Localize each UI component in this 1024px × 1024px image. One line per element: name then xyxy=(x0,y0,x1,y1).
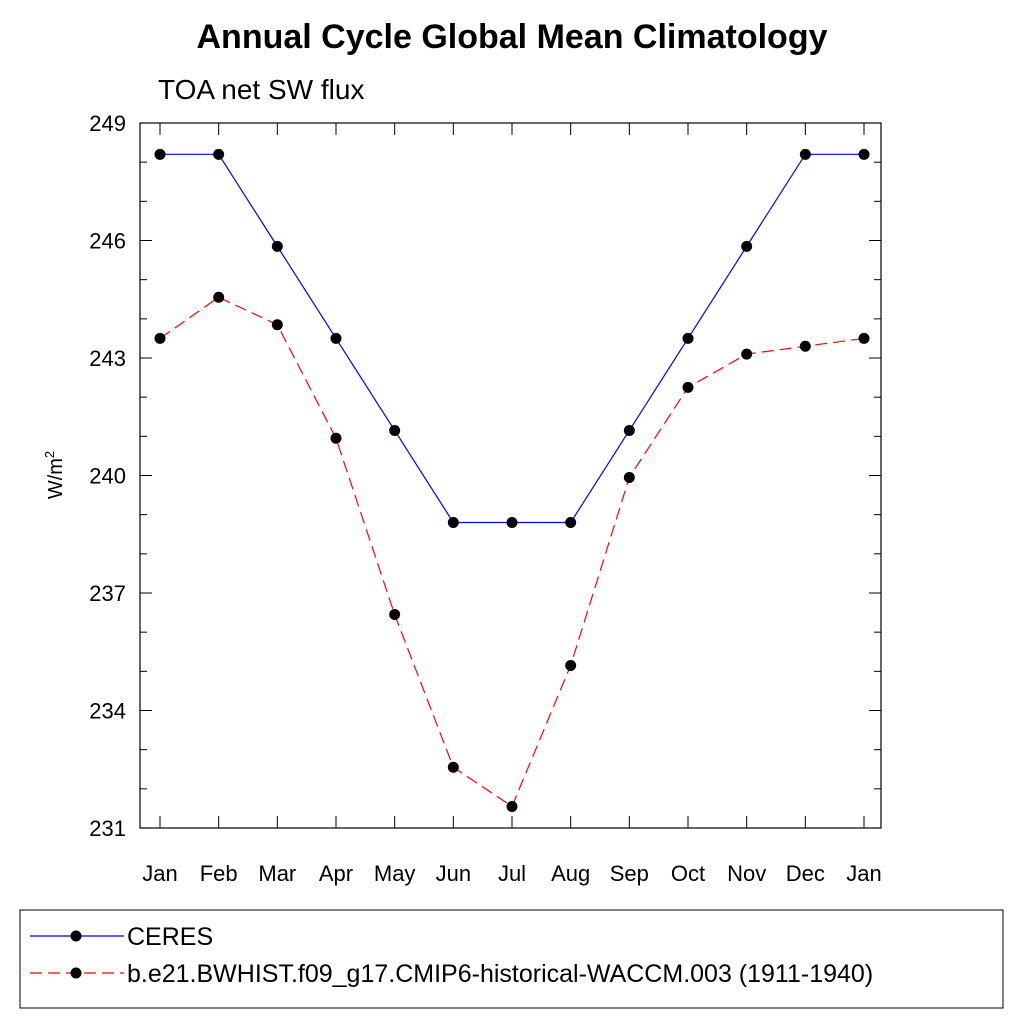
series-2 xyxy=(154,291,870,812)
legend-marker xyxy=(70,967,82,979)
data-point xyxy=(330,432,342,444)
x-tick-label: Jul xyxy=(498,861,526,886)
data-point xyxy=(799,340,811,352)
chart-subtitle: TOA net SW flux xyxy=(158,74,364,105)
series-1 xyxy=(154,148,870,528)
legend-label: b.e21.BWHIST.f09_g17.CMIP6-historical-WA… xyxy=(127,960,873,988)
data-point xyxy=(799,148,811,160)
y-tick-label: 231 xyxy=(89,816,126,841)
x-tick-label: Sep xyxy=(610,861,649,886)
data-point xyxy=(506,517,518,528)
data-point xyxy=(213,291,225,303)
y-axis-ticks: 249 246 243 240 237 234 231 xyxy=(89,111,881,841)
x-tick-label: Jan xyxy=(142,861,177,886)
y-axis-label-exponent: 2 xyxy=(42,451,57,458)
x-tick-label: Oct xyxy=(671,861,705,886)
legend-box xyxy=(19,909,1004,1009)
x-tick-label: Feb xyxy=(200,861,238,886)
series-line xyxy=(160,153,864,524)
legend-item: CERES xyxy=(30,923,213,951)
y-axis-label: W/m2 xyxy=(42,451,67,499)
x-tick-label: May xyxy=(374,861,416,886)
data-point xyxy=(330,332,342,344)
data-point xyxy=(389,424,401,436)
data-point xyxy=(389,609,401,621)
x-tick-label: Dec xyxy=(786,861,825,886)
y-tick-label: 234 xyxy=(89,699,126,724)
chart-title: Annual Cycle Global Mean Climatology xyxy=(197,18,828,56)
data-point xyxy=(858,332,870,344)
y-tick-label: 240 xyxy=(89,464,126,489)
x-tick-label: Nov xyxy=(727,861,766,886)
x-tick-label: Aug xyxy=(551,861,590,886)
x-tick-label: Jun xyxy=(436,861,471,886)
y-tick-label: 246 xyxy=(89,229,126,254)
plot-frame xyxy=(139,122,882,829)
data-point xyxy=(623,424,635,436)
data-point xyxy=(741,240,753,252)
y-tick-label: 243 xyxy=(89,346,126,371)
y-axis-label-unit: W/m xyxy=(45,458,67,499)
data-point xyxy=(506,800,518,812)
data-point xyxy=(271,240,283,252)
legend: CERES b.e21.BWHIST.f09_g17.CMIP6-historic… xyxy=(19,909,1004,1009)
series-layer xyxy=(154,148,870,812)
x-tick-label: Apr xyxy=(319,861,353,886)
legend-label: CERES xyxy=(127,923,213,951)
data-point xyxy=(565,517,577,528)
data-point xyxy=(271,319,283,331)
data-point xyxy=(154,148,166,160)
data-point xyxy=(154,332,166,344)
data-point xyxy=(447,517,459,528)
data-point xyxy=(858,148,870,160)
data-point xyxy=(682,332,694,344)
series-line xyxy=(159,296,865,808)
legend-marker xyxy=(70,930,82,942)
data-point xyxy=(565,659,577,671)
data-point xyxy=(447,761,459,773)
y-tick-label: 237 xyxy=(89,581,126,606)
x-axis-ticks: Jan Feb Mar Apr May Jun Jul Aug Sep Oct Nov Dec Jan xyxy=(142,123,882,886)
data-point xyxy=(213,148,225,160)
data-point xyxy=(741,348,753,360)
svg-text:W/m2: W/m2 xyxy=(42,451,67,499)
y-tick-label: 249 xyxy=(89,111,126,136)
data-point xyxy=(623,471,635,483)
x-tick-label: Mar xyxy=(258,861,296,886)
x-tick-label: Jan xyxy=(846,861,881,886)
data-point xyxy=(682,381,694,393)
legend-item: b.e21.BWHIST.f09_g17.CMIP6-historical-WA… xyxy=(30,960,873,988)
